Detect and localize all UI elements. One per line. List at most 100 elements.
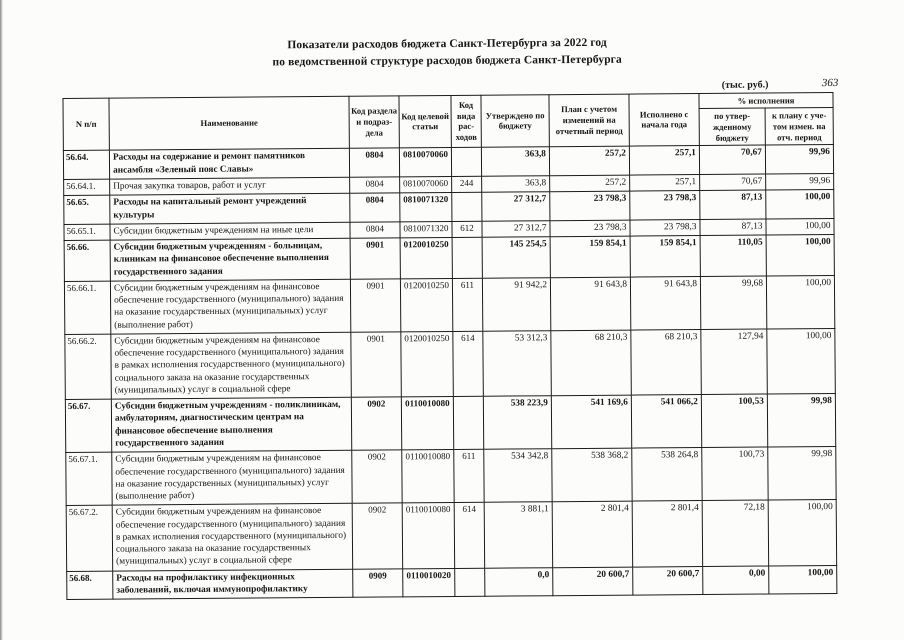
row-approved: 3 881,1 [484, 502, 553, 568]
table-row: 56.66.1. Субсидии бюджетным учреждениям н… [64, 275, 835, 335]
page-title: Показатели расходов бюджета Санкт-Петерб… [62, 33, 832, 74]
row-target-code: 0110010080 [401, 396, 454, 451]
row-pct-plan: 100,00 [766, 275, 835, 329]
row-approved: 91 942,2 [482, 277, 551, 332]
row-pct-plan: 99,98 [767, 393, 836, 448]
table-row: 56.66.2. Субсидии бюджетным учреждениям н… [64, 328, 836, 400]
row-section-code: 0804 [349, 148, 400, 178]
row-num: 56.64. [63, 150, 110, 180]
row-num: 56.66.1. [64, 281, 111, 335]
row-type-code: 611 [452, 278, 483, 332]
scan-edge-artifact [0, 0, 3, 640]
row-section-code: 0901 [350, 331, 402, 398]
row-executed: 538 264,8 [631, 447, 703, 502]
col-header-target-code: Код целевой статьи [398, 94, 452, 149]
row-plan: 20 600,7 [552, 566, 633, 596]
row-section-code: 0804 [349, 221, 401, 239]
units-label: (тыс. руб.) [721, 79, 769, 91]
col-header-name: Наименование [108, 95, 350, 151]
row-pct-approved: 100,73 [701, 447, 769, 501]
row-pct-approved: 110,05 [700, 235, 767, 277]
row-name: Расходы на профилактику инфекционных заб… [112, 568, 353, 600]
row-section-code: 0804 [349, 176, 400, 194]
row-executed: 257,1 [629, 174, 700, 192]
budget-expenditure-table: N п/п Наименование Код раздела и подраз­… [62, 91, 837, 600]
row-plan: 91 643,8 [550, 276, 631, 331]
row-name: Субсидии бюджетным учреждениям - поликли… [111, 397, 352, 453]
row-plan: 538 368,2 [551, 448, 633, 503]
col-header-type-code: Код вида рас-ходов [450, 94, 482, 148]
row-type-code: 244 [451, 176, 482, 193]
row-executed: 68 210,3 [630, 329, 702, 396]
row-pct-plan: 99,96 [765, 144, 834, 174]
row-type-code [451, 192, 482, 222]
row-pct-plan: 100,00 [768, 499, 837, 566]
row-pct-plan: 99,98 [767, 446, 837, 501]
row-name: Расходы на содержание и ремонт памятнико… [109, 148, 350, 180]
col-header-executed: Исполнено с начала года [628, 93, 700, 147]
row-approved: 27 312,7 [481, 191, 550, 222]
row-type-code: 614 [454, 502, 485, 569]
table-row: 56.67.2. Субсидии бюджетным учреждениям н… [66, 499, 837, 572]
row-approved: 538 223,9 [483, 395, 552, 450]
row-section-code: 0902 [352, 503, 403, 569]
row-approved: 53 312,3 [482, 330, 552, 397]
row-target-code: 0810071320 [399, 192, 452, 222]
row-num: 56.66. [64, 240, 111, 282]
row-plan: 541 169,6 [551, 395, 632, 449]
row-pct-approved: 0,00 [702, 565, 769, 595]
row-type-code [453, 396, 484, 450]
row-section-code: 0902 [351, 450, 403, 504]
row-name: Субсидии бюджетным учреждениям - больниц… [110, 238, 351, 282]
row-pct-plan: 100,00 [766, 234, 835, 276]
col-header-percent-group: % исполнения [698, 91, 834, 109]
row-name: Прочая закупка товаров, работ и услуг [109, 177, 350, 196]
row-type-code: 612 [451, 221, 483, 238]
row-num: 56.68. [66, 570, 113, 600]
table-header: N п/п Наименование Код раздела и подраз­… [62, 91, 834, 151]
document-sheet: Показатели расходов бюджета Санкт-Петерб… [62, 33, 838, 600]
row-plan: 2 801,4 [552, 501, 633, 568]
table-row: 56.66. Субсидии бюджетным учреждениям - б… [64, 234, 835, 282]
row-section-code: 0901 [350, 278, 401, 333]
row-section-code: 0909 [352, 568, 403, 598]
row-pct-approved: 87,13 [699, 218, 767, 236]
row-target-code: 0810071320 [399, 221, 453, 238]
col-header-approved: Утверждено по бюджету [480, 94, 550, 148]
row-target-code: 0120010250 [400, 237, 453, 279]
row-approved: 363,8 [481, 175, 550, 193]
row-plan: 257,2 [549, 175, 630, 192]
col-header-num: N п/п [62, 97, 110, 151]
row-pct-plan: 100,00 [765, 218, 835, 236]
row-pct-approved: 87,13 [699, 190, 766, 220]
row-executed: 23 798,3 [629, 219, 701, 237]
row-target-code: 0120010250 [400, 331, 454, 398]
row-pct-plan: 100,00 [766, 328, 836, 395]
row-plan: 23 798,3 [549, 191, 630, 221]
row-num: 56.64.1. [63, 179, 110, 196]
row-pct-approved: 70,67 [699, 173, 766, 191]
row-name: Расходы на капитальный ремонт учреждений… [109, 193, 350, 224]
row-approved: 27 312,7 [481, 220, 551, 238]
row-pct-plan: 100,00 [768, 565, 837, 595]
row-target-code: 0120010250 [400, 278, 453, 332]
row-target-code: 0110010080 [402, 502, 455, 569]
col-header-plan: План с учетом изменений на отчетный пери… [548, 93, 630, 148]
row-type-code [454, 567, 485, 597]
row-pct-approved: 72,18 [702, 500, 769, 567]
row-num: 56.65.1. [63, 223, 111, 241]
row-approved: 534 342,8 [483, 448, 553, 503]
table-body: 56.64. Расходы на содержание и ремонт пам… [63, 144, 837, 600]
row-executed: 257,1 [629, 145, 700, 176]
row-num: 56.67.1. [65, 452, 113, 506]
row-num: 56.67.2. [66, 505, 113, 572]
row-target-code: 0810070060 [399, 176, 452, 194]
row-section-code: 0804 [349, 193, 400, 223]
row-plan: 159 854,1 [550, 236, 631, 278]
row-section-code: 0902 [351, 397, 402, 451]
row-pct-approved: 127,94 [700, 328, 768, 395]
row-type-code [451, 147, 482, 177]
row-name: Субсидии бюджетным учреждениям на финанс… [110, 279, 351, 335]
row-executed: 159 854,1 [630, 235, 701, 277]
row-executed: 91 643,8 [630, 276, 701, 330]
